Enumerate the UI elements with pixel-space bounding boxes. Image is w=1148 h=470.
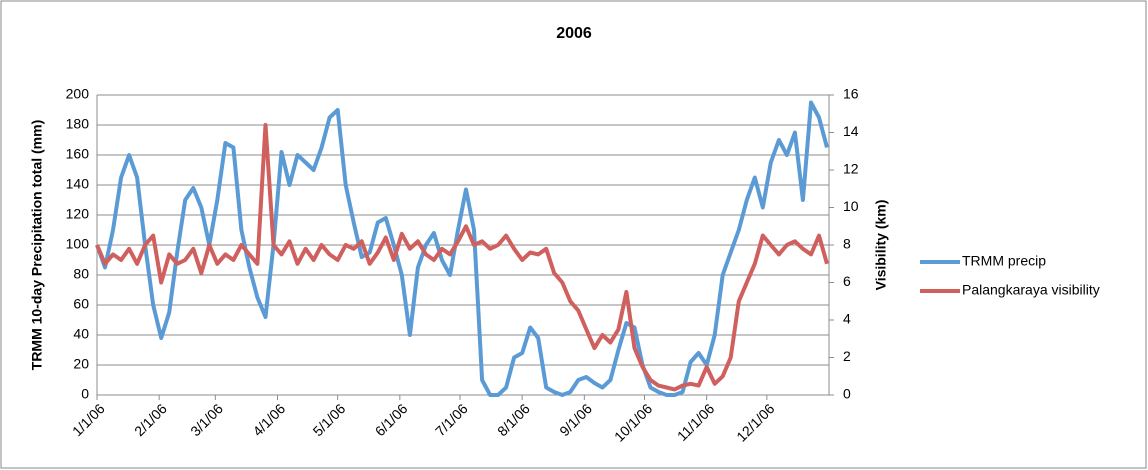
- y-tick-label: 180: [66, 116, 90, 132]
- y2-tick-label: 12: [843, 161, 859, 177]
- y-tick-label: 100: [66, 236, 90, 252]
- y-tick-label: 200: [66, 86, 90, 102]
- y2-tick-label: 2: [843, 348, 851, 364]
- y-tick-label: 0: [81, 386, 89, 402]
- y2-tick-label: 6: [843, 273, 851, 289]
- series-line: [95, 100, 829, 397]
- y2-tick-label: 10: [843, 198, 859, 214]
- y-tick-label: 40: [73, 326, 89, 342]
- y2-tick-label: 0: [843, 386, 851, 402]
- series-line: [95, 123, 829, 392]
- chart-title: 2006: [556, 25, 592, 42]
- y2-tick-label: 4: [843, 311, 851, 327]
- y-tick-label: 80: [73, 266, 89, 282]
- y2-axis-title: Visibility (km): [873, 200, 889, 291]
- y2-tick-label: 16: [843, 86, 859, 102]
- y-tick-label: 140: [66, 176, 90, 192]
- y-tick-label: 160: [66, 146, 90, 162]
- y-tick-label: 20: [73, 356, 89, 372]
- y-tick-label: 120: [66, 206, 90, 222]
- y2-tick-label: 8: [843, 236, 851, 252]
- y-tick-label: 60: [73, 296, 89, 312]
- legend-label: Palangkaraya visibility: [962, 282, 1100, 298]
- y-axis-title: TRMM 10-day Precipitation total (mm): [29, 120, 45, 370]
- legend-label: TRMM precip: [962, 253, 1046, 269]
- y2-tick-label: 14: [843, 123, 859, 139]
